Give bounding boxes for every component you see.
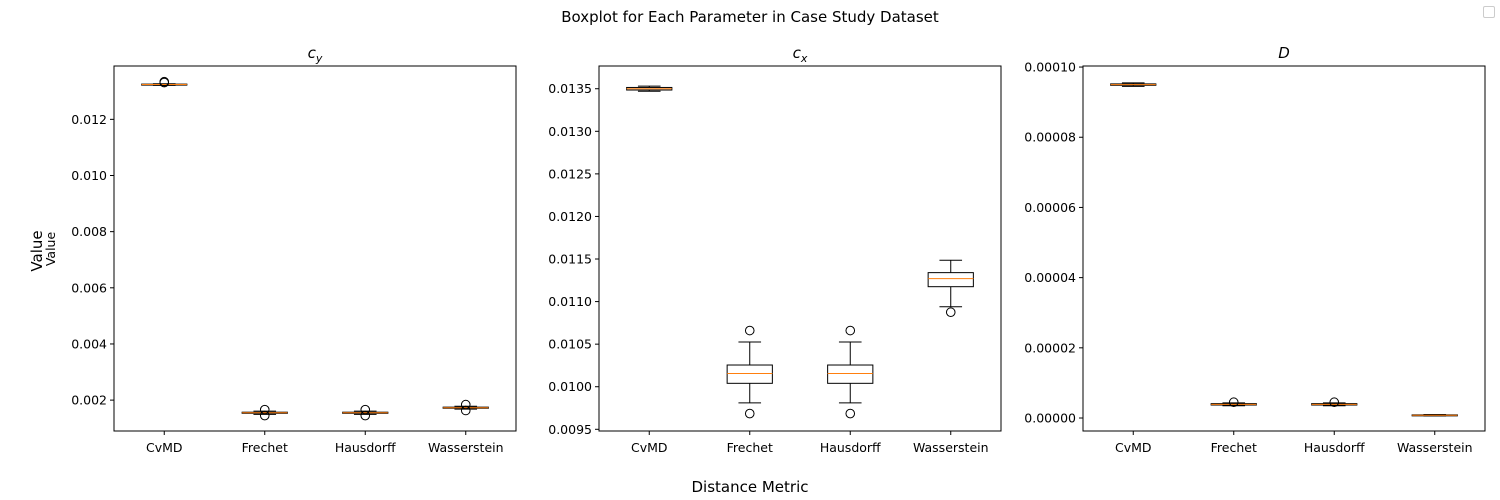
flier-point: [1329, 397, 1340, 408]
flier-point: [845, 408, 856, 419]
flier-point: [945, 307, 956, 318]
box-hausdorff: [827, 325, 874, 419]
y-tick-label: 0.002: [71, 393, 107, 408]
y-tick-label: 0.0095: [548, 422, 592, 437]
y-tick-label: 0.00006: [1024, 200, 1076, 215]
x-tick-label: Wasserstein: [428, 440, 504, 455]
y-tick-label: 0.00010: [1024, 60, 1076, 75]
flier-point: [159, 77, 170, 88]
axes-frame: [1082, 65, 1486, 432]
box-frechet: [241, 404, 288, 421]
box-cvmd: [141, 76, 188, 88]
x-tick-label: Frechet: [242, 440, 288, 455]
y-tick-label: 0.0115: [548, 252, 592, 267]
box-wasserstein: [927, 259, 974, 318]
y-tick-label: 0.004: [71, 336, 107, 351]
flier-point: [360, 404, 371, 415]
subplot-title: D: [1278, 44, 1290, 62]
y-tick-label: 0.008: [71, 224, 107, 239]
y-tick-label: 0.0120: [548, 209, 592, 224]
box-wasserstein: [442, 399, 489, 416]
box-frechet: [1210, 397, 1257, 408]
flier-point: [845, 325, 856, 336]
empty-legend: [1483, 6, 1495, 18]
box-frechet: [726, 325, 773, 419]
y-tick-label: 0.012: [71, 112, 107, 127]
y-tick-label: 0.00000: [1024, 411, 1076, 426]
box-cvmd: [626, 85, 673, 92]
box-body: [827, 364, 874, 384]
subplot-2: 0.0095 0.0100 0.0105 0.0110 0.0115 0.0120 0.01…: [548, 44, 1002, 455]
x-tick-label: Frechet: [727, 440, 773, 455]
x-tick-label: CvMD: [631, 440, 668, 455]
x-tick-label: Wasserstein: [913, 440, 989, 455]
flier-point: [1228, 397, 1239, 408]
x-tick-label: CvMD: [146, 440, 183, 455]
subplot-1: 0.002 0.004 0.006 0.008 0.010 0.012 CvMD Freche…: [43, 44, 517, 455]
subplots: 0.002 0.004 0.006 0.008 0.010 0.012 CvMD Freche…: [43, 44, 1486, 455]
axes-frame: [598, 65, 1002, 432]
x-tick-label: Hausdorff: [820, 440, 881, 455]
box-hausdorff: [342, 404, 389, 421]
box-hausdorff: [1311, 397, 1358, 408]
flier-point: [744, 325, 755, 336]
subplot-title: cy: [308, 44, 323, 65]
figure-xlabel: Distance Metric: [692, 478, 809, 496]
x-tick-label: Wasserstein: [1397, 440, 1473, 455]
y-tick-label: 0.0100: [548, 379, 592, 394]
axes-ylabel: Value: [43, 232, 58, 267]
flier-point: [460, 405, 471, 416]
flier-point: [259, 410, 270, 421]
y-tick-label: 0.00002: [1024, 340, 1076, 355]
y-tick-label: 0.010: [71, 168, 107, 183]
y-tick-label: 0.00008: [1024, 130, 1076, 145]
flier-point: [460, 399, 471, 410]
flier-point: [259, 404, 270, 415]
figure-ylabel: Value: [28, 230, 46, 271]
axes-frame: [113, 65, 517, 432]
subplot-title: cx: [793, 44, 808, 65]
x-tick-label: Frechet: [1211, 440, 1257, 455]
x-tick-label: CvMD: [1115, 440, 1152, 455]
flier-point: [360, 410, 371, 421]
subplot-3: 0.00000 0.00002 0.00004 0.00006 0.00008 0.000…: [1024, 44, 1486, 455]
figure-title: Boxplot for Each Parameter in Case Study…: [561, 8, 939, 26]
y-tick-label: 0.0105: [548, 337, 592, 352]
y-tick-label: 0.0125: [548, 166, 592, 181]
y-tick-label: 0.00004: [1024, 270, 1076, 285]
y-tick-label: 0.006: [71, 280, 107, 295]
box-cvmd: [1110, 82, 1157, 87]
box-body: [927, 272, 974, 288]
y-tick-label: 0.0110: [548, 294, 592, 309]
flier-point: [744, 408, 755, 419]
x-tick-label: Hausdorff: [335, 440, 396, 455]
y-tick-label: 0.0135: [548, 81, 592, 96]
box-body: [726, 364, 773, 384]
box-wasserstein: [1411, 414, 1458, 417]
x-tick-label: Hausdorff: [1304, 440, 1365, 455]
y-tick-label: 0.0130: [548, 124, 592, 139]
